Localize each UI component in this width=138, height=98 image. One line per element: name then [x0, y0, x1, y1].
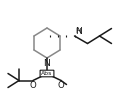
FancyBboxPatch shape [40, 70, 54, 77]
Text: O: O [30, 81, 36, 90]
Text: N: N [44, 59, 50, 68]
Text: O: O [58, 81, 64, 90]
Text: H: H [75, 28, 80, 34]
Text: Abs: Abs [41, 71, 53, 76]
Text: N: N [75, 26, 82, 35]
